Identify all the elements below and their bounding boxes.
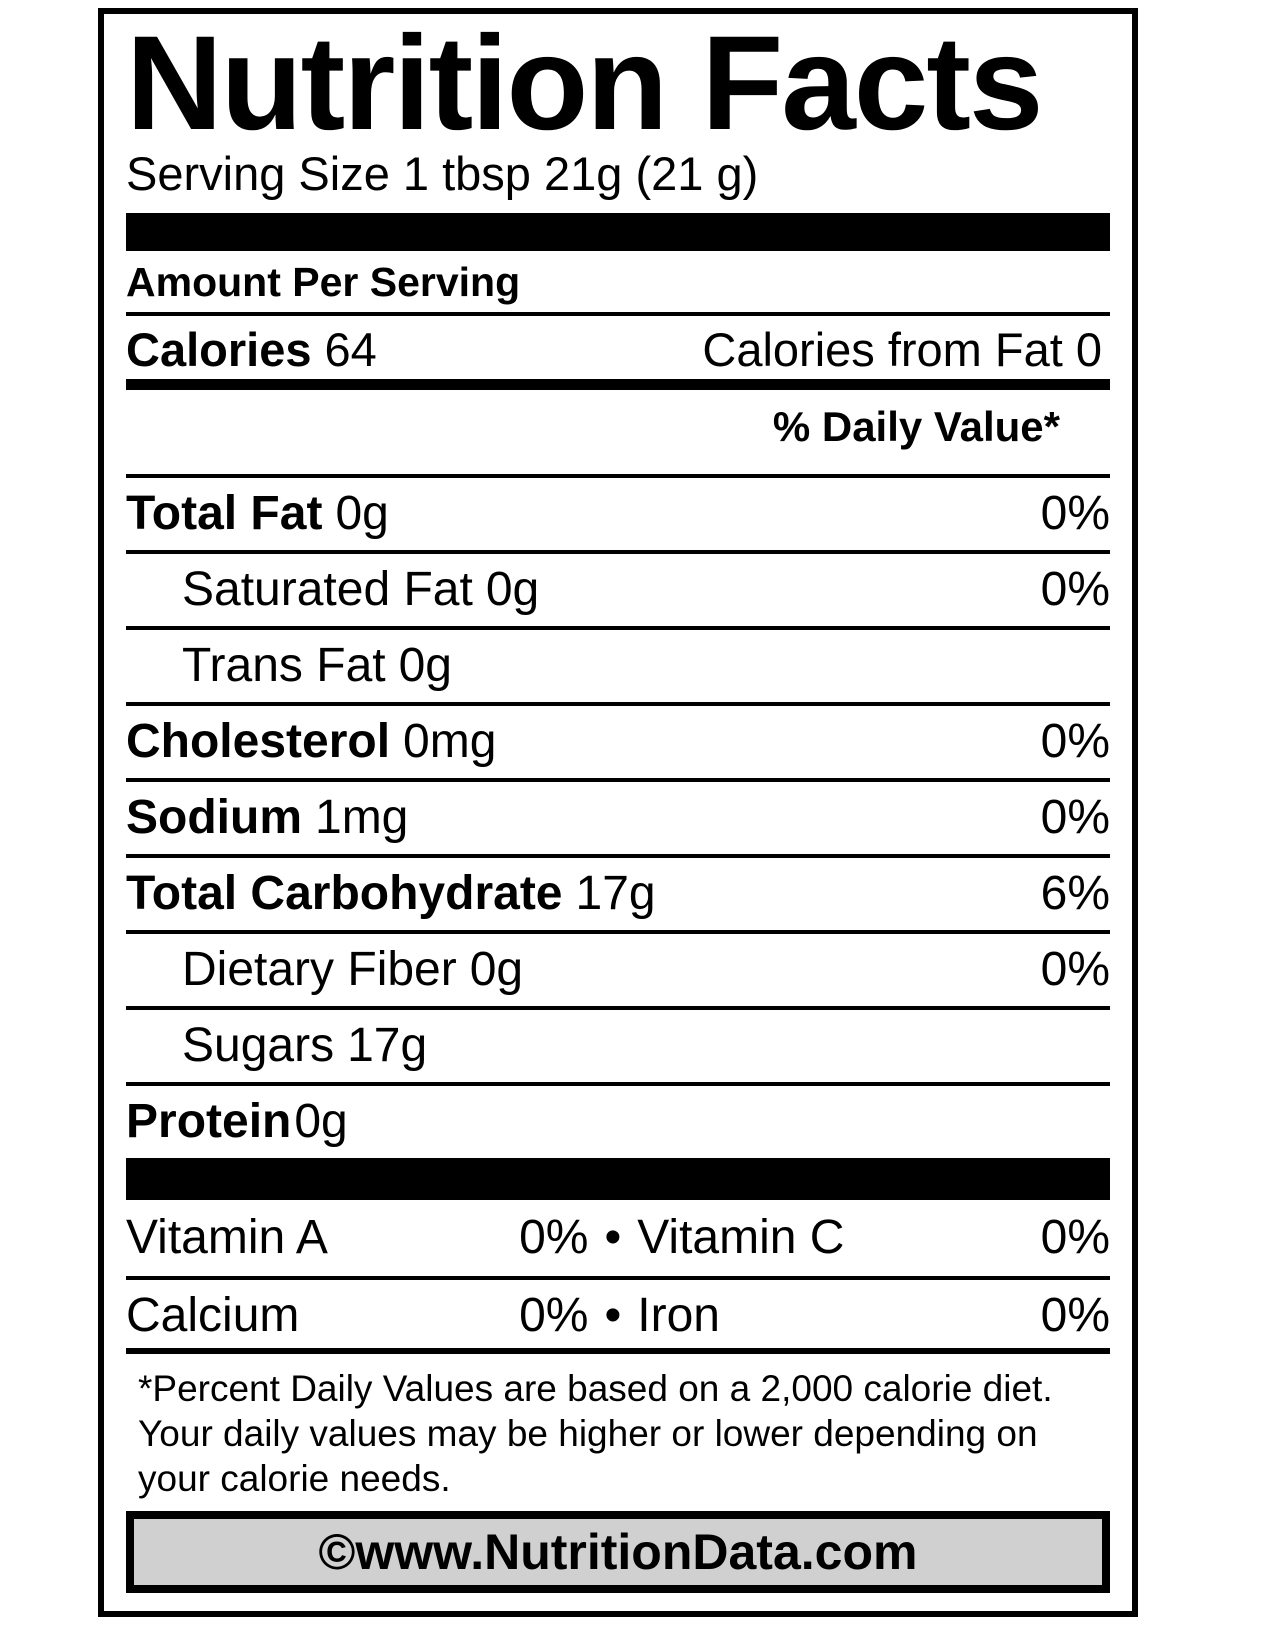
- micronutrient-row-minerals: Calcium 0% • Iron 0%: [126, 1280, 1110, 1348]
- nutrient-daily-value: 0%: [1040, 790, 1110, 844]
- micronutrient-row-vitamins: Vitamin A 0% • Vitamin C 0%: [126, 1200, 1110, 1276]
- nutrient-daily-value: 0%: [1040, 486, 1110, 540]
- nutrient-daily-value: 6%: [1040, 866, 1110, 920]
- micronutrient-value: 0%: [519, 1288, 589, 1342]
- nutrient-amount: 0g: [294, 1094, 348, 1148]
- nutrient-row-cholesterol: Cholesterol 0mg 0%: [126, 706, 1110, 778]
- daily-value-footnote: *Percent Daily Values are based on a 2,0…: [138, 1367, 1053, 1500]
- separator-bar-middle: [126, 1157, 1110, 1200]
- micronutrient-label: Calcium: [126, 1288, 300, 1342]
- nutrient-row-sodium: Sodium 1mg 0%: [126, 782, 1110, 854]
- nutrient-amount: 0mg: [403, 714, 497, 768]
- calories-row: Calories 64 Calories from Fat 0: [126, 316, 1110, 379]
- label-title: Nutrition Facts: [126, 9, 1043, 158]
- nutrient-daily-value: 0%: [1040, 942, 1110, 996]
- calories-from-fat-label: Calories from Fat: [702, 322, 1063, 376]
- divider-thin: [126, 625, 1110, 630]
- nutrient-row-trans-fat: Trans Fat 0g: [126, 630, 1110, 702]
- divider-thin: [126, 473, 1110, 478]
- divider-medium: [126, 1347, 1110, 1354]
- serving-size-text: Serving Size 1 tbsp 21g (21 g): [126, 146, 759, 200]
- micronutrient-value: 0%: [519, 1210, 589, 1264]
- divider-thin: [126, 853, 1110, 858]
- amount-per-serving-heading: Amount Per Serving: [126, 258, 521, 305]
- nutrient-row-dietary-fiber: Dietary Fiber 0g 0%: [126, 934, 1110, 1006]
- micronutrient-value: 0%: [1040, 1288, 1110, 1342]
- nutrient-label: Total Fat: [126, 486, 323, 540]
- nutrient-daily-value: 0%: [1040, 562, 1110, 616]
- nutrient-amount: 1mg: [315, 790, 409, 844]
- calories-label: Calories: [126, 322, 312, 376]
- nutrition-facts-label: Nutrition Facts Serving Size 1 tbsp 21g …: [98, 8, 1138, 1617]
- bullet-separator: •: [604, 1288, 622, 1342]
- nutrient-daily-value: 0%: [1040, 714, 1110, 768]
- nutrient-row-sugars: Sugars 17g: [126, 1010, 1110, 1082]
- divider-thin: [126, 549, 1110, 554]
- divider-thin: [126, 1081, 1110, 1086]
- micronutrient-label: Vitamin A: [126, 1210, 328, 1264]
- calories-from-fat-value: 0: [1075, 322, 1102, 376]
- nutrient-amount: 0g: [335, 486, 389, 540]
- nutrient-label: Trans Fat: [182, 638, 386, 692]
- divider-thin: [126, 701, 1110, 706]
- nutrient-label: Cholesterol: [126, 714, 391, 768]
- calories-from-fat: Calories from Fat 0: [702, 326, 1102, 373]
- nutrient-label: Sodium: [126, 790, 302, 844]
- source-attribution-box: ©www.NutritionData.com: [126, 1511, 1110, 1594]
- nutrient-row-protein: Protein0g: [126, 1086, 1110, 1158]
- micronutrient-value: 0%: [1040, 1210, 1110, 1264]
- nutrient-amount: 0g: [398, 638, 452, 692]
- micronutrient-label: Iron: [637, 1288, 720, 1342]
- nutrient-label: Total Carbohydrate: [126, 866, 563, 920]
- calories-amount: 64: [324, 322, 377, 376]
- nutrient-row-total-carbohydrate: Total Carbohydrate 17g 6%: [126, 858, 1110, 930]
- divider-thin: [126, 1005, 1110, 1010]
- source-attribution-text: ©www.NutritionData.com: [318, 1524, 918, 1581]
- nutrient-amount: 17g: [575, 866, 656, 920]
- daily-value-header: % Daily Value*: [772, 402, 1060, 450]
- nutrient-amount: 0g: [485, 562, 540, 616]
- divider-thin: [126, 929, 1110, 934]
- divider-thick: [126, 378, 1110, 390]
- calories-value: Calories 64: [126, 326, 377, 373]
- bullet-separator: •: [604, 1210, 622, 1264]
- divider-thin: [126, 777, 1110, 782]
- nutrient-label: Dietary Fiber: [182, 942, 457, 996]
- nutrient-row-saturated-fat: Saturated Fat 0g 0%: [126, 554, 1110, 626]
- nutrient-label: Protein: [126, 1094, 292, 1148]
- nutrient-label: Saturated Fat: [182, 562, 473, 616]
- nutrient-label: Sugars: [182, 1018, 335, 1072]
- nutrient-amount: 17g: [347, 1018, 428, 1072]
- divider-thin: [126, 1275, 1110, 1280]
- nutrient-row-total-fat: Total Fat 0g 0%: [126, 478, 1110, 550]
- nutrient-amount: 0g: [469, 942, 524, 996]
- divider-thin: [126, 311, 1110, 316]
- separator-bar-top: [126, 212, 1110, 251]
- micronutrient-label: Vitamin C: [637, 1210, 845, 1264]
